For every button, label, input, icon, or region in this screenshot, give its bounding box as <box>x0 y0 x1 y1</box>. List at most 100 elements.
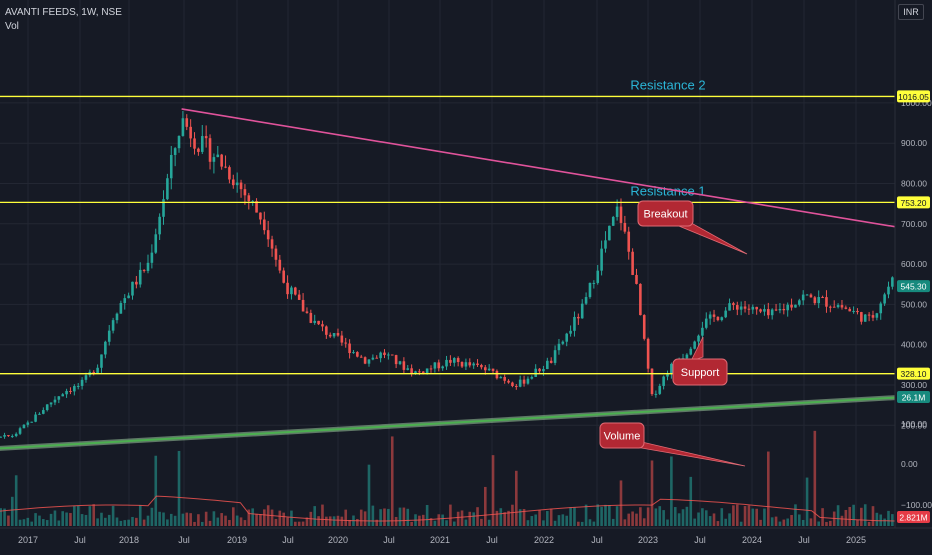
volume-bar <box>162 512 165 526</box>
volume-bar <box>208 520 212 526</box>
volume-bar <box>38 515 41 526</box>
candle-body <box>759 309 762 312</box>
candle-body <box>604 240 607 249</box>
time-tick-label: 2019 <box>227 535 247 545</box>
price-badge-label: 328.10 <box>901 369 927 379</box>
candle-body <box>499 377 503 379</box>
volume-bar <box>468 511 472 526</box>
candle-body <box>30 421 33 423</box>
candle-body <box>852 310 855 312</box>
volume-bar <box>228 519 231 526</box>
candle-body <box>515 386 518 388</box>
candle-body <box>867 314 871 316</box>
candle-body <box>565 333 569 342</box>
volume-bar <box>371 505 375 526</box>
candle-body <box>359 356 363 358</box>
candle-body <box>123 298 127 304</box>
volume-bar <box>770 517 774 526</box>
price-tick-label: 1000.00 <box>901 98 932 108</box>
price-badge-label: 1016.05 <box>898 92 929 102</box>
volume-bar <box>344 509 348 526</box>
volume-bar <box>53 510 57 526</box>
candle-body <box>542 369 545 372</box>
candle-body <box>817 297 821 304</box>
candle-body <box>398 361 402 365</box>
candle-body <box>173 148 177 155</box>
candle-body <box>421 371 425 374</box>
candle-body <box>371 357 375 360</box>
volume-bar <box>538 510 541 526</box>
time-tick-label: Jul <box>178 535 190 545</box>
volume-bar <box>863 504 867 526</box>
time-tick-label: 2017 <box>18 535 38 545</box>
volume-bar <box>503 512 506 526</box>
volume-bar <box>452 521 456 526</box>
candle-body <box>119 303 123 314</box>
volume-bar <box>305 517 309 526</box>
candle-body <box>480 365 483 368</box>
volume-bar <box>794 504 797 526</box>
volume-bar <box>65 512 68 526</box>
price-badge-label: 753.20 <box>901 198 927 208</box>
candle-body <box>790 304 793 308</box>
candle-body <box>169 154 173 179</box>
price-badge <box>897 367 930 380</box>
trendline-ascending <box>0 394 932 450</box>
time-axis-bg <box>0 528 932 550</box>
volume-bar <box>577 521 580 526</box>
volume-bar <box>127 519 130 526</box>
candle-body <box>142 269 146 271</box>
candle-body <box>348 343 351 354</box>
volume-bar <box>61 511 65 526</box>
candle-body <box>181 118 185 136</box>
volume-bar <box>278 510 282 526</box>
candle-body <box>666 374 669 377</box>
candle-body <box>860 312 863 322</box>
volume-bar <box>829 520 832 526</box>
candle-body <box>328 334 332 337</box>
volume-bar <box>96 518 99 526</box>
candle-body <box>782 309 786 311</box>
volume-bar <box>867 521 871 526</box>
candle-body <box>701 327 704 336</box>
volume-bar <box>197 514 200 526</box>
candle-body <box>441 366 444 369</box>
currency-button[interactable]: INR <box>898 4 924 20</box>
volume-bar <box>856 519 859 526</box>
candle-body <box>22 424 26 429</box>
candle-body <box>476 363 479 366</box>
candle-body <box>162 199 165 217</box>
candle-body <box>487 368 491 371</box>
candle-body <box>809 294 813 298</box>
time-tick-label: 2023 <box>638 535 658 545</box>
volume-bar <box>693 518 696 526</box>
candle-body <box>200 136 204 152</box>
volume-bar <box>11 496 14 526</box>
candle-body <box>383 352 386 356</box>
time-tick-label: 2022 <box>534 535 554 545</box>
volume-bar <box>608 505 611 526</box>
price-tick-label: 500.00 <box>901 299 927 309</box>
callout-box <box>637 200 694 227</box>
volume-bar <box>441 514 444 526</box>
volume-bar <box>887 510 890 526</box>
volume-bar <box>317 516 320 526</box>
candle-body <box>429 368 433 370</box>
volume-bar <box>546 511 549 526</box>
candle-body <box>251 201 254 203</box>
volume-bar <box>619 480 623 526</box>
candle-body <box>685 354 689 359</box>
volume-bar <box>104 517 107 526</box>
candle-body <box>584 297 588 304</box>
price-tick-label: 200.00 <box>901 420 927 430</box>
time-tick-label: 2020 <box>328 535 348 545</box>
candle-body <box>185 118 189 127</box>
candle-body <box>138 269 142 285</box>
candle-body <box>7 435 10 437</box>
volume-bar <box>580 521 584 526</box>
volume-bar <box>22 519 26 526</box>
candle-body <box>794 304 797 308</box>
volume-bar <box>456 511 460 526</box>
